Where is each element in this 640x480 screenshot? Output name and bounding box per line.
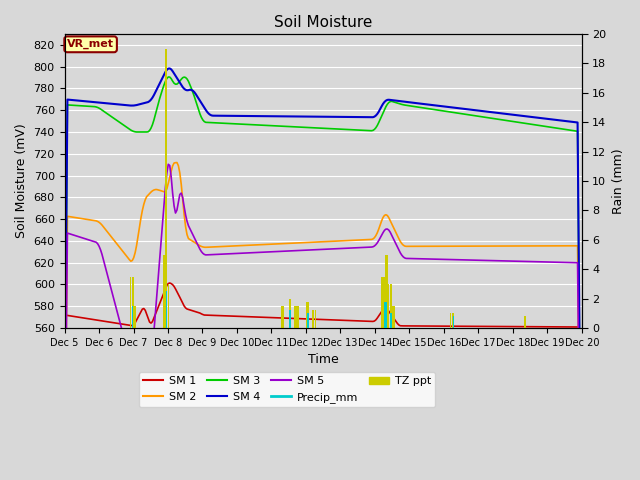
Bar	[391, 284, 392, 328]
Bar	[525, 316, 526, 328]
Bar	[133, 276, 134, 328]
Bar	[453, 316, 454, 328]
Bar	[282, 306, 283, 328]
Bar	[392, 306, 394, 328]
Y-axis label: Soil Moisture (mV): Soil Moisture (mV)	[15, 124, 28, 239]
Bar	[453, 313, 454, 328]
Bar	[307, 301, 308, 328]
Bar	[166, 291, 168, 328]
Bar	[384, 301, 385, 328]
Title: Soil Moisture: Soil Moisture	[274, 15, 372, 30]
Bar	[290, 311, 291, 328]
Bar	[385, 254, 387, 328]
Bar	[387, 254, 388, 328]
Bar	[452, 313, 453, 328]
Bar	[130, 276, 131, 328]
Bar	[313, 311, 314, 328]
Bar	[294, 306, 296, 328]
Bar	[384, 276, 385, 328]
Bar	[289, 311, 290, 328]
Bar	[168, 284, 169, 328]
Y-axis label: Rain (mm): Rain (mm)	[612, 148, 625, 214]
Text: VR_met: VR_met	[67, 39, 114, 49]
Bar	[307, 313, 308, 328]
Bar	[385, 301, 387, 328]
Bar	[296, 306, 297, 328]
Bar	[390, 284, 391, 328]
Bar	[290, 299, 291, 328]
Bar	[394, 306, 395, 328]
Bar	[164, 48, 166, 328]
Bar	[388, 284, 389, 328]
Bar	[450, 313, 451, 328]
Bar	[283, 306, 284, 328]
Bar	[166, 48, 168, 328]
Bar	[391, 313, 392, 328]
Bar	[289, 299, 290, 328]
Bar	[132, 276, 133, 328]
X-axis label: Time: Time	[308, 353, 339, 366]
Bar	[298, 306, 299, 328]
Bar	[306, 301, 307, 328]
Bar	[315, 311, 316, 328]
Legend: SM 1, SM 2, SM 3, SM 4, SM 5, Precip_mm, TZ ppt: SM 1, SM 2, SM 3, SM 4, SM 5, Precip_mm,…	[139, 372, 435, 407]
Bar	[134, 306, 136, 328]
Bar	[382, 276, 383, 328]
Bar	[381, 276, 382, 328]
Bar	[312, 311, 313, 328]
Bar	[132, 306, 133, 328]
Bar	[390, 313, 391, 328]
Bar	[524, 316, 525, 328]
Bar	[163, 254, 164, 328]
